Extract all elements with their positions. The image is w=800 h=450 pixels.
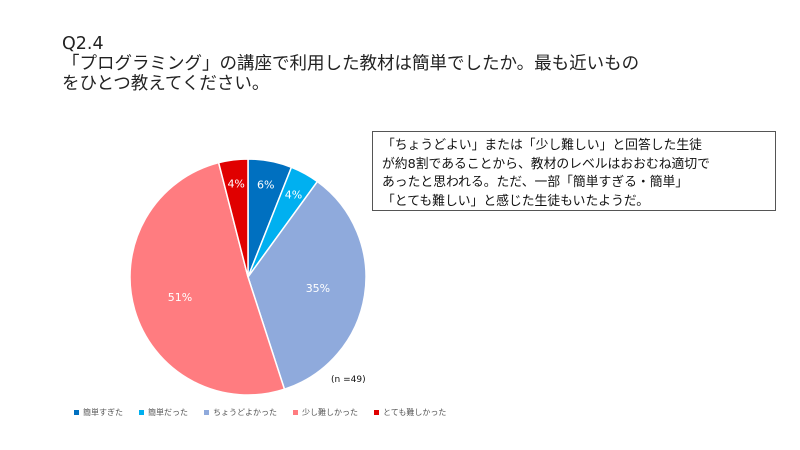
pie-slice-label-3: 35%	[306, 282, 330, 295]
summary-note-box: 「ちょうどよい」または「少し難しい」と回答した生徒 が約8割であることから、教材…	[372, 131, 776, 211]
legend-swatch	[204, 410, 209, 415]
pie-slice-label-5: 4%	[227, 177, 244, 190]
legend-swatch	[293, 410, 298, 415]
note-line-3: あったと思われる。ただ、一部「簡単すぎる・簡単」	[382, 175, 689, 190]
sample-size-label: (n =49)	[331, 375, 366, 385]
legend-item-3: ちょうどよかった	[204, 407, 277, 418]
pie-slice-label-1: 6%	[257, 178, 274, 191]
legend-swatch	[139, 410, 144, 415]
question-number: Q2.4	[62, 34, 104, 54]
pie-slice-4	[129, 161, 286, 396]
question-title: Q2.4 「プログラミング」の講座で利用した教材は簡単でしたか。最も近いもの を…	[62, 34, 762, 94]
note-line-4: 「とても難しい」と感じた生徒もいたようだ。	[382, 193, 650, 209]
legend-item-2: 簡単だった	[139, 407, 188, 418]
question-text-line-1: 「プログラミング」の講座で利用した教材は簡単でしたか。最も近いもの	[62, 54, 640, 74]
legend-item-5: とても難しかった	[374, 407, 446, 418]
note-line-1: 「ちょうどよい」または「少し難しい」と回答した生徒	[382, 138, 702, 153]
legend-item-1: 簡単すぎた	[74, 407, 123, 418]
legend-label: 少し難しかった	[302, 408, 358, 417]
legend-swatch	[374, 410, 379, 415]
pie-slice-5	[217, 158, 249, 278]
legend-label: 簡単すぎた	[83, 408, 123, 417]
pie-slice-label-4: 51%	[168, 291, 192, 304]
legend-label: 簡単だった	[148, 408, 188, 417]
chart-legend: 簡単すぎた 簡単だった ちょうどよかった 少し難しかった とても難しかった	[74, 407, 446, 418]
pie-slice-3	[247, 180, 367, 391]
note-line-2: が約8割であることから、教材のレベルはおおむね適切で	[382, 156, 710, 172]
legend-label: とても難しかった	[383, 408, 447, 417]
question-text-line-2: をひとつ教えてください。	[62, 74, 270, 94]
pie-slice-label-2: 4%	[285, 188, 302, 201]
legend-label: ちょうどよかった	[213, 408, 277, 417]
legend-item-4: 少し難しかった	[293, 407, 358, 418]
legend-swatch	[74, 410, 79, 415]
